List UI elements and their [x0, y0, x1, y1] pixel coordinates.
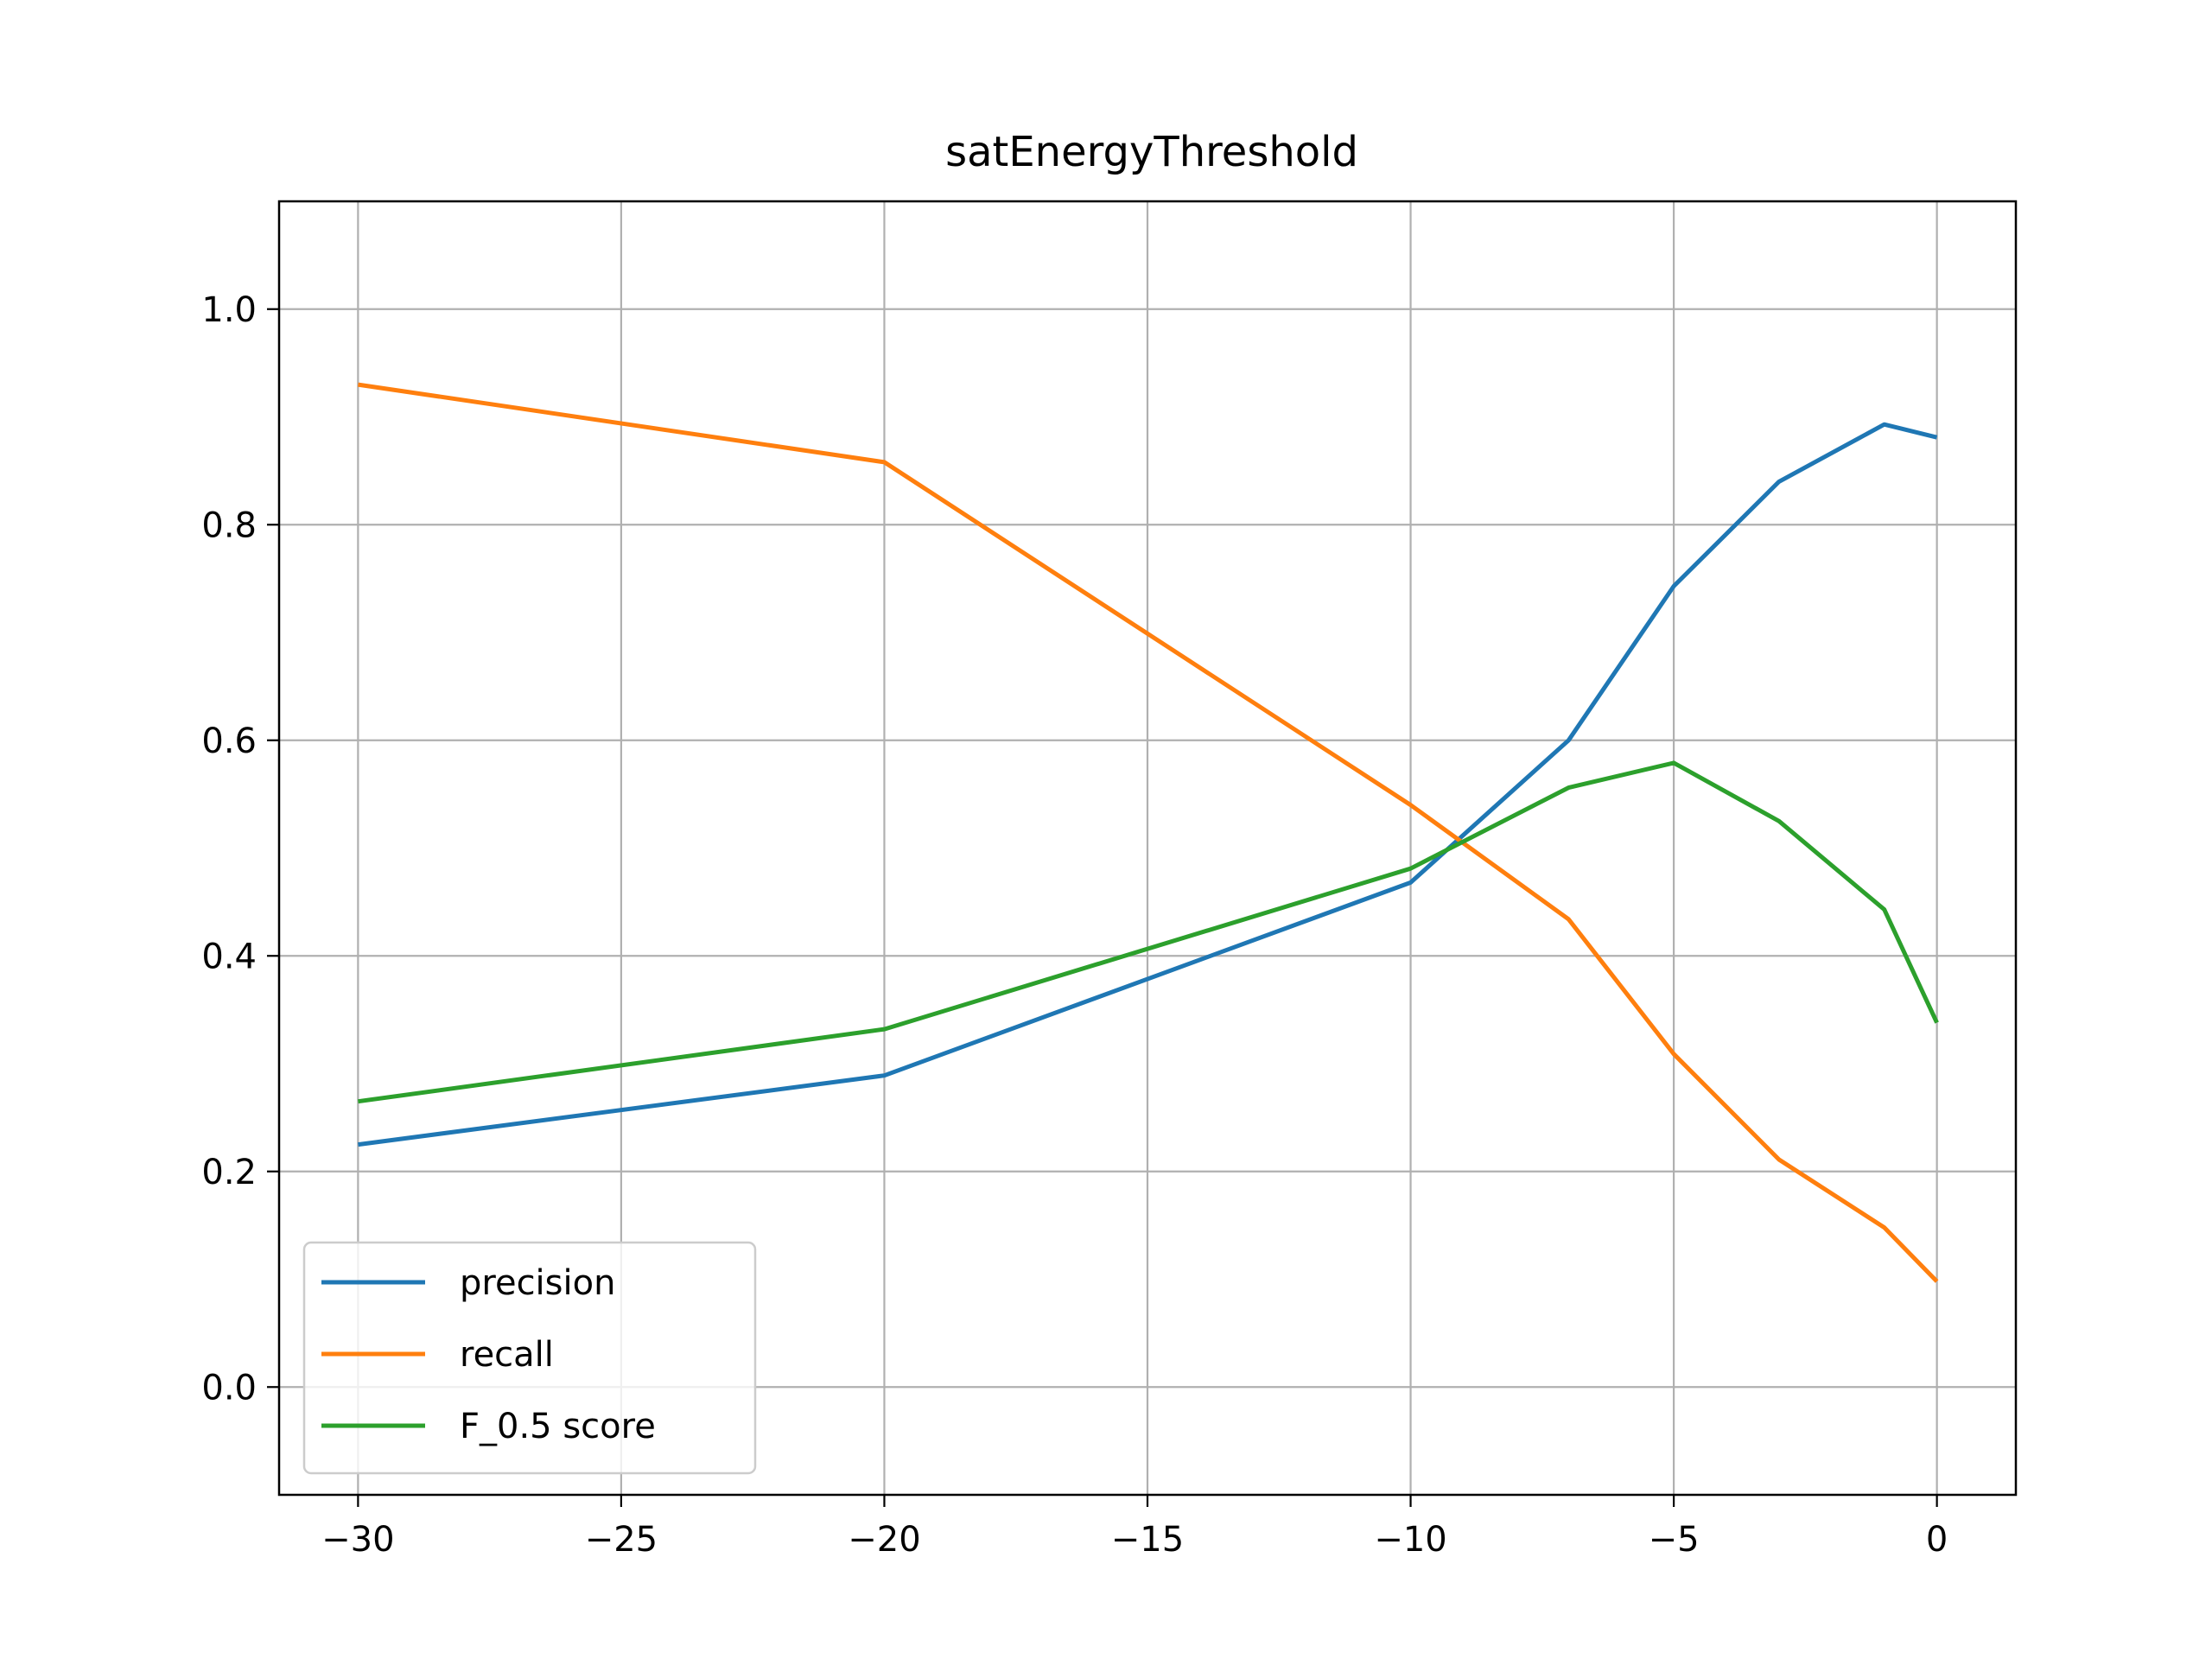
series-line-precision: [358, 422, 1938, 1147]
x-tick-label: −20: [848, 1520, 920, 1560]
y-tick-label: 1.0: [201, 290, 257, 330]
series-lines: [358, 382, 1939, 1283]
x-tick-label: −10: [1374, 1520, 1446, 1560]
x-tick-label: −15: [1111, 1520, 1184, 1560]
y-tick-label: 0.0: [201, 1368, 257, 1408]
y-tick-label: 0.2: [201, 1153, 257, 1192]
legend-frame: [302, 1241, 757, 1475]
legend-label: F_0.5 score: [460, 1407, 656, 1446]
y-tick-label: 0.4: [201, 937, 257, 976]
axis-ticks: −30 −25 −20 −15 −10 −5 0 0.0 0.2 0.4 0.6 0.8 1.0: [201, 290, 1948, 1560]
series-line-recall: [358, 382, 1939, 1283]
chart-title: satEnergyThreshold: [945, 128, 1358, 176]
legend-label: recall: [460, 1335, 554, 1375]
x-tick-label: −25: [585, 1520, 658, 1560]
x-tick-label: −5: [1649, 1520, 1700, 1560]
y-tick-label: 0.6: [201, 721, 257, 761]
x-tick-label: −30: [321, 1520, 394, 1560]
x-tick-label: 0: [1926, 1520, 1948, 1560]
legend-label: precision: [460, 1263, 615, 1303]
series-line-f-0-5-score: [358, 760, 1939, 1104]
y-tick-label: 0.8: [201, 505, 257, 545]
legend: precision recall F_0.5 score: [302, 1241, 757, 1475]
